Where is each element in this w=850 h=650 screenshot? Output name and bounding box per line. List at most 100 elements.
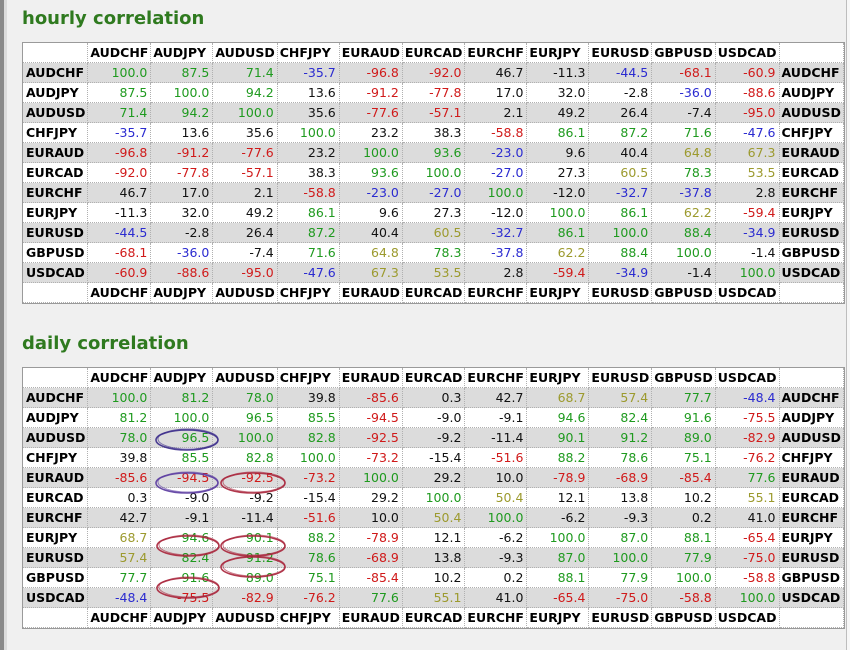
correlation-cell: -6.2: [527, 508, 590, 528]
correlation-cell: -27.0: [402, 183, 466, 203]
correlation-cell: -77.8: [151, 163, 214, 183]
highlight-ellipse-eurusd-audusd: [222, 555, 286, 577]
correlation-cell: 71.6: [277, 243, 340, 263]
column-header-eurcad: EURCAD: [402, 368, 466, 388]
correlation-cell: -57.1: [402, 103, 466, 123]
correlation-cell: -51.6: [465, 448, 528, 468]
correlation-cell: -9.0: [402, 408, 466, 428]
row-header-eurjpy: EURJPY: [23, 203, 89, 223]
correlation-cell: -75.5: [715, 408, 780, 428]
correlation-cell: 35.6: [213, 123, 278, 143]
correlation-cell: 100.0: [88, 63, 152, 83]
scrollbar-track[interactable]: [846, 0, 850, 650]
column-header-chfjpy: CHFJPY: [277, 608, 340, 628]
row-header-right-eurchf: EURCHF: [779, 508, 844, 528]
correlation-cell: 53.5: [402, 263, 466, 283]
correlation-cell: 100.0: [277, 123, 340, 143]
daily-correlation-table: AUDCHF AUDJPY AUDUSD CHFJPY EURAUD EURCAD EURC…: [22, 367, 845, 629]
correlation-cell: -9.1: [151, 508, 214, 528]
row-header-right-eurcad: EURCAD: [779, 488, 844, 508]
row-header-eurchf: EURCHF: [23, 508, 89, 528]
correlation-cell: -36.0: [151, 243, 214, 263]
correlation-cell: 100.0: [213, 428, 278, 448]
correlation-cell: 10.0: [465, 468, 528, 488]
correlation-cell: -82.9: [213, 588, 278, 608]
correlation-cell: -76.2: [715, 448, 780, 468]
column-header-audchf: AUDCHF: [88, 283, 152, 303]
highlight-ellipse-euraud-audjpy: [157, 471, 219, 493]
hourly-section-title: hourly correlation: [22, 8, 205, 29]
correlation-cell: 57.4: [589, 388, 653, 408]
correlation-cell: 100.0: [715, 263, 780, 283]
correlation-cell: -32.7: [465, 223, 528, 243]
column-header-eurjpy: EURJPY: [527, 283, 590, 303]
table-row: EURJPY -11.3 32.0 49.2 86.1 9.6 27.3 -12.0 100.0…: [23, 203, 844, 223]
correlation-cell: 67.3: [715, 143, 780, 163]
correlation-cell: 67.3: [339, 263, 403, 283]
correlation-cell: -11.4: [213, 508, 278, 528]
correlation-cell: 87.2: [277, 223, 340, 243]
correlation-cell: 100.0: [589, 548, 653, 568]
correlation-cell: 42.7: [465, 388, 528, 408]
row-header-right-eurjpy: EURJPY: [779, 528, 844, 548]
corner-cell: [779, 608, 844, 628]
correlation-cell: 81.2: [88, 408, 152, 428]
column-header-euraud: EURAUD: [339, 368, 403, 388]
correlation-cell: 50.4: [402, 508, 466, 528]
correlation-cell: 62.2: [527, 243, 590, 263]
row-header-right-gbpusd: GBPUSD: [779, 243, 844, 263]
column-header-audchf: AUDCHF: [88, 608, 152, 628]
correlation-cell: 87.5: [151, 63, 214, 83]
row-header-audusd: AUDUSD: [23, 103, 89, 123]
correlation-cell: 29.2: [402, 468, 466, 488]
correlation-cell: -92.0: [402, 63, 466, 83]
column-header-eurusd: EURUSD: [589, 43, 653, 63]
column-header-euraud: EURAUD: [339, 283, 403, 303]
correlation-cell: 82.8: [277, 428, 340, 448]
corner-cell: [779, 368, 844, 388]
correlation-cell: 38.3: [277, 163, 340, 183]
correlation-cell: -68.1: [88, 243, 152, 263]
correlation-cell: 86.1: [277, 203, 340, 223]
correlation-cell: 88.1: [652, 528, 716, 548]
column-header-chfjpy: CHFJPY: [277, 368, 340, 388]
column-header-eurcad: EURCAD: [402, 283, 466, 303]
table-row: CHFJPY 39.8 85.5 82.8 100.0 -73.2 -15.4 -51.6 88…: [23, 448, 844, 468]
correlation-cell: -75.0: [715, 548, 780, 568]
row-header-right-audusd: AUDUSD: [779, 428, 844, 448]
correlation-cell: 100.0: [652, 568, 716, 588]
header-row: AUDCHF AUDJPY AUDUSD CHFJPY EURAUD EURCAD EURC…: [23, 368, 844, 388]
correlation-cell: 68.7: [527, 388, 590, 408]
correlation-cell: 12.1: [527, 488, 590, 508]
column-header-audchf: AUDCHF: [88, 43, 152, 63]
correlation-cell: 12.1: [402, 528, 466, 548]
column-header-gbpusd: GBPUSD: [652, 368, 716, 388]
correlation-cell: -48.4: [88, 588, 152, 608]
correlation-cell: 46.7: [88, 183, 152, 203]
correlation-cell: 94.6: [527, 408, 590, 428]
correlation-cell: 9.6: [339, 203, 403, 223]
correlation-cell: 41.0: [465, 588, 528, 608]
correlation-cell: 82.8: [213, 448, 278, 468]
correlation-cell: 86.1: [589, 203, 653, 223]
row-header-right-audusd: AUDUSD: [779, 103, 844, 123]
correlation-cell: 100.0: [88, 388, 152, 408]
correlation-cell: -44.5: [589, 63, 653, 83]
row-header-euraud: EURAUD: [23, 468, 89, 488]
correlation-cell: 78.6: [589, 448, 653, 468]
correlation-cell: -1.4: [715, 243, 780, 263]
correlation-cell: 49.2: [527, 103, 590, 123]
correlation-cell: 77.6: [339, 588, 403, 608]
row-header-audusd: AUDUSD: [23, 428, 89, 448]
correlation-cell: 89.0: [652, 428, 716, 448]
row-header-right-audchf: AUDCHF: [779, 63, 844, 83]
table-row: USDCAD -60.9 -88.6 -95.0 -47.6 67.3 53.5 2.8 -59…: [23, 263, 844, 283]
table-row: AUDJPY 81.2 100.0 96.5 85.5 -94.5 -9.0 -9.1 94.6…: [23, 408, 844, 428]
correlation-cell: 78.0: [88, 428, 152, 448]
correlation-cell: 78.6: [277, 548, 340, 568]
correlation-cell: -15.4: [402, 448, 466, 468]
highlight-ellipse-gbpusd-audjpy: [158, 576, 220, 598]
correlation-cell: 26.4: [213, 223, 278, 243]
correlation-cell: 87.2: [589, 123, 653, 143]
correlation-cell: 100.0: [465, 508, 528, 528]
